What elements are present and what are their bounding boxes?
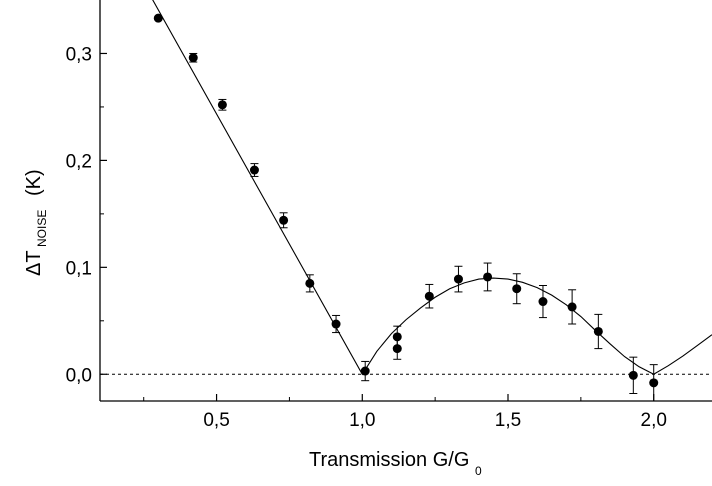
data-point-group [360, 360, 370, 382]
x-axis-label-subscript: 0 [475, 464, 482, 478]
data-point-group [305, 274, 315, 293]
data-point [424, 291, 434, 301]
data-point [188, 53, 198, 63]
y-axis-label-unit: (K) [23, 169, 45, 196]
data-point-group [593, 313, 603, 350]
data-point [628, 370, 638, 380]
data-point-group [153, 13, 163, 23]
x-tick-label: 1,5 [495, 410, 521, 431]
data-point [483, 272, 493, 282]
data-point-group [483, 262, 493, 292]
data-point [305, 278, 315, 288]
data-point [538, 297, 548, 307]
data-point [392, 344, 402, 354]
data-point-group [249, 163, 259, 177]
data-point [392, 332, 402, 342]
data-point [360, 366, 370, 376]
data-point-group [188, 52, 198, 63]
data-point-group [424, 283, 434, 309]
data-point [649, 378, 659, 388]
y-tick-label: 0,0 [66, 365, 92, 386]
x-tick-label: 0,5 [203, 410, 229, 431]
data-point-group [538, 285, 548, 319]
x-axis-ticks: 0,5 1,0 1,5 2,0 [143, 394, 667, 431]
y-axis-label-symbol: ΔT [23, 250, 45, 276]
data-point [453, 274, 463, 284]
plot-area [100, 0, 712, 401]
y-tick-label: 0,1 [66, 258, 92, 279]
data-point [217, 100, 227, 110]
data-point-group [331, 314, 341, 334]
data-point-group [567, 289, 577, 325]
data-point [331, 319, 341, 329]
data-point-group [512, 273, 522, 305]
data-point [153, 13, 163, 23]
data-point-group [217, 98, 227, 111]
data-point-group [453, 265, 463, 293]
y-tick-label: 0,3 [66, 44, 92, 65]
data-point-group [392, 337, 402, 360]
plot-clip-group [152, 0, 712, 401]
data-point [512, 284, 522, 294]
data-point [567, 302, 577, 312]
data-point-group [628, 356, 638, 395]
x-tick-label: 2,0 [641, 410, 667, 431]
y-axis-label-subscript: NOISE [35, 210, 49, 247]
data-point [279, 215, 289, 225]
data-point [593, 326, 603, 336]
y-tick-label: 0,2 [66, 151, 92, 172]
x-tick-label: 1,0 [349, 410, 375, 431]
fit-curve [152, 0, 712, 376]
x-axis-label: Transmission G/G [309, 449, 469, 471]
data-point [249, 165, 259, 175]
data-point-group [279, 212, 289, 229]
y-axis-ticks: 0,0 0,1 0,2 0,3 [66, 44, 107, 386]
